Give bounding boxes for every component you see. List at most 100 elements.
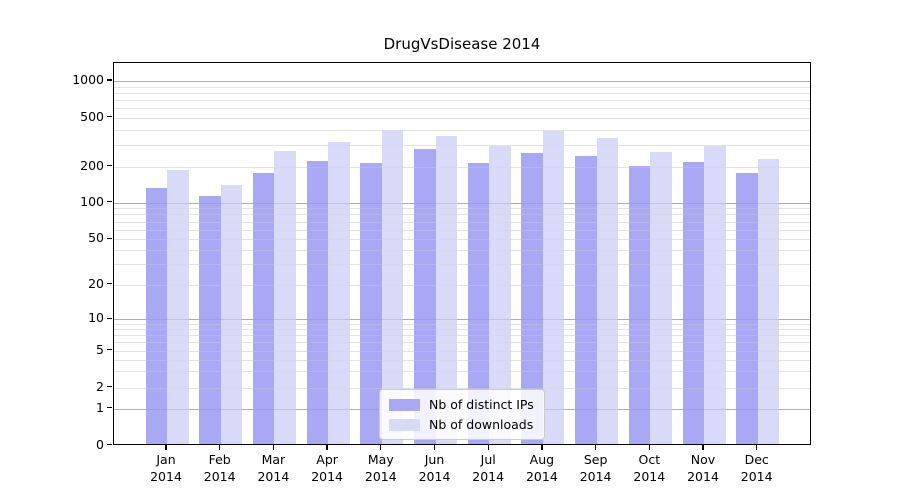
bar-feb-distinct-ips xyxy=(199,196,221,444)
gridline-minor-overlay xyxy=(114,371,810,373)
gridline-major-overlay xyxy=(114,81,810,82)
legend-label-distinct-ips: Nb of distinct IPs xyxy=(429,397,534,412)
x-tick-month: Jun xyxy=(424,452,445,467)
legend-entry-downloads: Nb of downloads xyxy=(389,417,534,432)
gridline-minor-overlay xyxy=(114,208,810,210)
x-tick-month: Jan xyxy=(156,452,176,467)
legend-swatch-distinct-ips xyxy=(389,398,420,411)
x-tick-label: Jul 2014 xyxy=(460,452,516,485)
bar-jul-distinct-ips xyxy=(467,163,490,444)
gridline-minor xyxy=(114,342,810,344)
y-tick-label: 10 xyxy=(88,310,104,326)
bar-jun-distinct-ips xyxy=(414,148,436,444)
x-tick-mark xyxy=(487,445,489,450)
bar-aug-distinct-ips xyxy=(521,153,543,444)
x-tick-month: Mar xyxy=(261,452,286,467)
x-tick-label: Oct 2014 xyxy=(621,452,677,485)
x-tick-mark xyxy=(272,445,275,450)
x-tick-year: 2014 xyxy=(257,468,290,484)
gridline-minor-overlay xyxy=(114,99,810,101)
x-tick-label: Jan 2014 xyxy=(138,452,194,485)
gridline-minor xyxy=(114,250,810,252)
y-tick-label: 100 xyxy=(80,193,104,209)
gridline-minor-overlay xyxy=(114,342,810,344)
x-tick-mark xyxy=(326,445,328,450)
gridline-minor-overlay xyxy=(114,387,810,389)
gridline-minor xyxy=(114,129,810,131)
y-tick-label: 5 xyxy=(96,341,104,357)
bar-mar-distinct-ips xyxy=(252,172,275,444)
gridline-minor xyxy=(114,324,810,326)
x-tick-month: Sep xyxy=(583,452,608,467)
gridline-minor xyxy=(114,371,810,373)
gridline-minor xyxy=(114,221,810,223)
gridline-minor-overlay xyxy=(114,350,810,352)
x-tick-mark xyxy=(380,445,382,450)
y-tick-mark xyxy=(107,348,112,351)
y-tick-label: 0 xyxy=(96,436,104,452)
gridline-minor-overlay xyxy=(114,264,810,266)
bar-jul-downloads xyxy=(489,145,511,444)
gridline-minor-overlay xyxy=(114,359,810,361)
x-tick-year: 2014 xyxy=(311,468,343,484)
bar-feb-downloads xyxy=(220,185,243,444)
gridline-major xyxy=(114,81,810,82)
bar-apr-distinct-ips xyxy=(306,161,329,444)
x-tick-mark xyxy=(702,445,704,450)
x-tick-year: 2014 xyxy=(633,468,666,484)
gridlines-layer xyxy=(114,63,810,444)
legend-entry-distinct-ips: Nb of distinct IPs xyxy=(389,397,534,412)
gridline-minor xyxy=(114,117,810,119)
y-tick-label: 1000 xyxy=(72,72,104,87)
x-tick-month: Aug xyxy=(529,452,555,467)
gridline-minor-overlay xyxy=(114,214,810,216)
gridline-minor-overlay xyxy=(114,284,810,286)
gridline-minor-overlay xyxy=(114,335,810,337)
y-tick-mark xyxy=(107,237,112,239)
y-tick-label: 2 xyxy=(96,378,104,394)
y-tick-mark xyxy=(107,443,112,446)
gridline-minor-overlay xyxy=(114,221,810,223)
y-tick-mark xyxy=(107,406,112,409)
y-tick-mark xyxy=(107,165,112,167)
gridline-minor-overlay xyxy=(114,324,810,326)
y-tick-label: 50 xyxy=(88,230,104,246)
gridline-minor-overlay xyxy=(114,229,810,231)
gridline-minor-overlay xyxy=(114,108,810,110)
gridline-minor xyxy=(114,108,810,110)
gridline-minor-overlay xyxy=(114,86,810,88)
y-tick-mark xyxy=(107,385,112,388)
gridline-minor xyxy=(114,335,810,337)
x-tick-year: 2014 xyxy=(203,468,236,484)
bar-oct-downloads xyxy=(650,152,672,444)
gridline-minor xyxy=(114,264,810,266)
y-tick-mark xyxy=(107,116,112,118)
x-tick-mark xyxy=(594,445,597,450)
gridline-minor-overlay xyxy=(114,117,810,119)
x-tick-mark xyxy=(756,445,758,450)
x-tick-month: Feb xyxy=(208,452,231,467)
y-tick-mark xyxy=(107,282,112,285)
bar-dec-distinct-ips xyxy=(736,173,758,444)
gridline-minor xyxy=(114,387,810,389)
gridlines-overlay-layer xyxy=(114,63,810,444)
x-tick-mark xyxy=(219,445,221,450)
y-tick-mark xyxy=(107,201,112,203)
plot-area xyxy=(113,62,811,445)
y-tick-label: 20 xyxy=(88,275,104,291)
gridline-minor xyxy=(114,359,810,361)
x-tick-year: 2014 xyxy=(740,468,773,484)
y-tick-label: 1 xyxy=(96,399,104,415)
gridline-minor-overlay xyxy=(114,329,810,331)
y-tick-label: 200 xyxy=(80,157,104,173)
x-tick-mark xyxy=(165,445,167,450)
gridline-minor xyxy=(114,239,810,241)
x-tick-label: Dec 2014 xyxy=(729,452,785,485)
x-tick-year: 2014 xyxy=(687,468,719,484)
x-tick-month: Dec xyxy=(744,452,769,467)
x-tick-label: Nov 2014 xyxy=(675,452,731,485)
x-tick-year: 2014 xyxy=(150,468,182,484)
gridline-minor xyxy=(114,350,810,352)
bar-may-downloads xyxy=(381,129,404,444)
x-tick-year: 2014 xyxy=(472,468,505,484)
